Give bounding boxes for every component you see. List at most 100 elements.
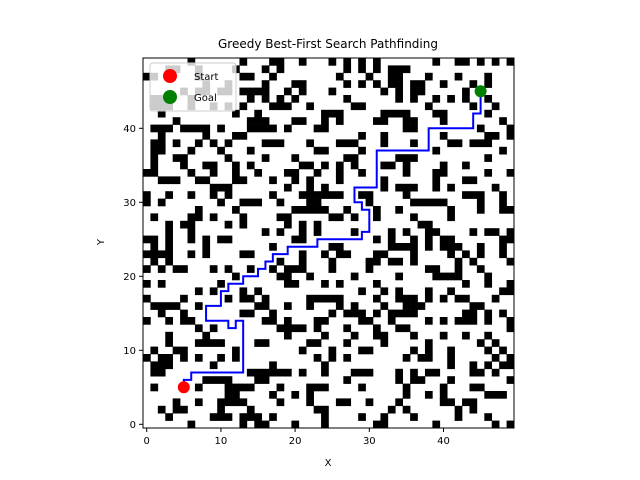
obstacle-cell bbox=[343, 206, 352, 214]
obstacle-cell bbox=[209, 324, 218, 333]
obstacle-cell bbox=[321, 331, 329, 340]
obstacle-cell bbox=[350, 331, 359, 340]
obstacle-cell bbox=[239, 72, 248, 81]
obstacle-cell bbox=[187, 235, 196, 244]
obstacle-cell bbox=[365, 368, 374, 377]
obstacle-cell bbox=[224, 220, 233, 229]
obstacle-cell bbox=[424, 102, 433, 111]
obstacle-cell bbox=[194, 213, 203, 222]
obstacle-cell bbox=[180, 265, 188, 273]
obstacle-cell bbox=[261, 228, 270, 236]
obstacle-cell bbox=[499, 146, 507, 155]
obstacle-cell bbox=[298, 161, 307, 170]
obstacle-cell bbox=[506, 235, 515, 244]
obstacle-cell bbox=[224, 413, 233, 421]
axes-frame bbox=[142, 57, 515, 429]
obstacle-cell bbox=[491, 354, 500, 362]
obstacle-cell bbox=[150, 383, 159, 392]
obstacle-cell bbox=[410, 250, 418, 259]
obstacle-cell bbox=[402, 324, 411, 333]
obstacle-cell bbox=[306, 339, 314, 347]
obstacle-cell bbox=[232, 169, 240, 177]
obstacle-cell bbox=[506, 376, 515, 384]
obstacle-cell bbox=[283, 302, 292, 310]
obstacle-cell bbox=[373, 280, 381, 288]
obstacle-cell bbox=[402, 354, 411, 362]
obstacle-cell bbox=[410, 198, 418, 207]
obstacle-cell bbox=[306, 191, 314, 199]
obstacle-cell bbox=[276, 65, 285, 74]
obstacle-cell bbox=[484, 346, 493, 355]
obstacle-cell bbox=[283, 272, 292, 281]
obstacle-cell bbox=[254, 302, 263, 310]
obstacle-cell bbox=[387, 161, 396, 170]
obstacle-cell bbox=[261, 65, 270, 74]
obstacle-cell bbox=[217, 413, 225, 421]
obstacle-cell bbox=[439, 331, 448, 340]
obstacle-cell bbox=[484, 361, 493, 370]
obstacle-cell bbox=[209, 339, 218, 347]
obstacle-cell bbox=[157, 146, 166, 155]
obstacle-cell bbox=[350, 139, 359, 148]
obstacle-cell bbox=[143, 169, 151, 177]
obstacle-cell bbox=[180, 309, 188, 318]
obstacle-cell bbox=[157, 302, 166, 310]
obstacle-cell bbox=[283, 102, 292, 111]
obstacle-cell bbox=[276, 383, 285, 392]
obstacle-cell bbox=[232, 346, 240, 355]
obstacle-cell bbox=[298, 368, 307, 377]
obstacle-cell bbox=[432, 176, 441, 185]
obstacle-cell bbox=[454, 72, 463, 81]
path-line bbox=[182, 91, 482, 388]
obstacle-cell bbox=[321, 294, 329, 303]
obstacle-cell bbox=[424, 339, 433, 347]
obstacle-cell bbox=[469, 80, 478, 88]
obstacle-cell bbox=[447, 95, 455, 103]
obstacle-cell bbox=[283, 220, 292, 229]
obstacle-cell bbox=[276, 228, 285, 236]
obstacle-cell bbox=[373, 257, 381, 266]
obstacle-cell bbox=[506, 324, 515, 333]
obstacle-cell bbox=[165, 339, 173, 347]
obstacle-cell bbox=[194, 324, 203, 333]
obstacle-cell bbox=[202, 376, 211, 384]
obstacle-cell bbox=[410, 413, 418, 421]
obstacle-cell bbox=[454, 294, 463, 303]
obstacle-cell bbox=[202, 124, 211, 133]
obstacle-cell bbox=[194, 139, 203, 148]
obstacle-cell bbox=[484, 413, 493, 421]
obstacle-cell bbox=[202, 243, 211, 251]
obstacle-cell bbox=[439, 80, 448, 88]
obstacle-cell bbox=[291, 80, 300, 88]
obstacle-cell bbox=[335, 139, 344, 148]
y-tick-label: 0 bbox=[130, 420, 136, 431]
obstacle-cell bbox=[491, 391, 500, 399]
obstacle-cell bbox=[402, 65, 411, 74]
obstacle-cell bbox=[476, 139, 485, 148]
obstacle-cell bbox=[454, 272, 463, 281]
obstacle-cell bbox=[246, 87, 255, 96]
obstacle-cell bbox=[343, 324, 352, 333]
obstacle-cell bbox=[254, 420, 263, 429]
obstacle-cell bbox=[343, 139, 352, 148]
obstacle-cell bbox=[506, 124, 515, 133]
obstacle-cell bbox=[439, 132, 448, 140]
obstacle-cell bbox=[462, 95, 470, 103]
obstacle-cell bbox=[373, 331, 381, 340]
obstacle-cell bbox=[291, 206, 300, 214]
obstacle-cell bbox=[232, 354, 240, 362]
plot-area bbox=[142, 57, 515, 429]
obstacle-cell bbox=[432, 183, 441, 192]
obstacle-cell bbox=[321, 206, 329, 214]
obstacle-cell bbox=[269, 124, 277, 133]
obstacle-cell bbox=[150, 361, 159, 370]
obstacle-cell bbox=[239, 420, 248, 429]
obstacle-cell bbox=[261, 302, 270, 310]
obstacle-cell bbox=[335, 169, 344, 177]
x-tick-label: 0 bbox=[144, 436, 150, 447]
obstacle-cell bbox=[232, 391, 240, 399]
obstacle-cell bbox=[358, 58, 366, 66]
obstacle-cell bbox=[447, 376, 455, 384]
obstacle-cell bbox=[202, 339, 211, 347]
obstacle-cell bbox=[202, 235, 211, 244]
